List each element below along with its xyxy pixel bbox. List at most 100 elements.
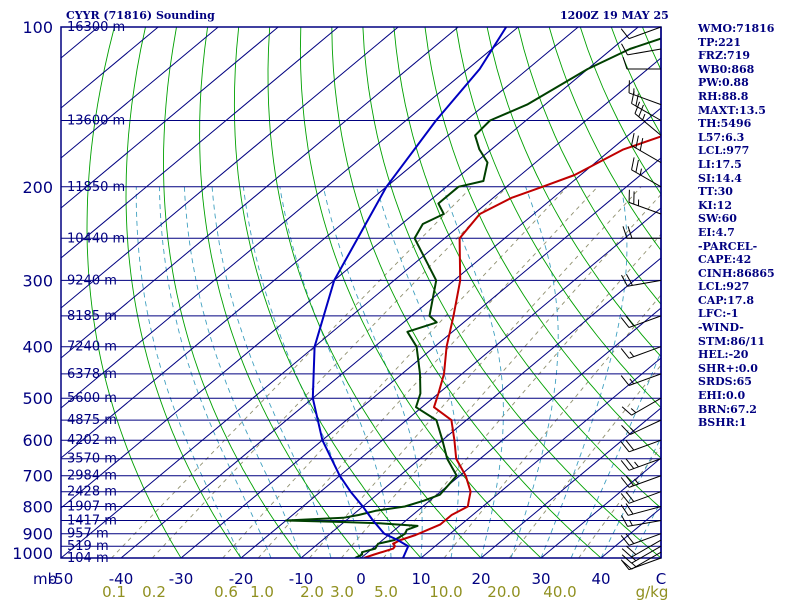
moist-adiabat — [322, 186, 423, 558]
index-item: SHR+:0.0 — [698, 361, 758, 375]
wind-barb-full — [625, 491, 635, 502]
index-item: RH:88.8 — [698, 89, 749, 103]
wind-barb-full — [620, 441, 630, 453]
isotherm — [540, 457, 661, 558]
index-item: BRN:67.2 — [698, 402, 757, 416]
index-item: KI:12 — [698, 198, 733, 212]
height-label: 1417 m — [67, 514, 117, 529]
wind-barb-half — [629, 378, 635, 385]
dry-adiabat — [362, 27, 661, 558]
wind-barb-full — [621, 274, 628, 287]
wind-barb-full — [621, 554, 632, 564]
wind-barb-staff — [628, 373, 662, 386]
wind-barb-half — [642, 113, 646, 121]
observation-time: 1200Z 19 MAY 25 — [560, 9, 669, 22]
plot-frame — [60, 26, 662, 559]
mixing-ratio-tick-label: 20.0 — [487, 583, 520, 600]
temperature-tick-label: 10 — [411, 570, 430, 588]
y-axis-unit: mb — [33, 570, 57, 588]
wind-barb-full — [625, 475, 635, 486]
wind-barb-staff — [628, 533, 662, 546]
wind-barb-staff — [631, 539, 662, 558]
wind-barb-staff — [628, 346, 662, 359]
wind-barb-half — [629, 351, 635, 357]
height-label: 10440 m — [67, 231, 125, 246]
temperature-tick-label: 0 — [356, 570, 366, 588]
wind-barb-staff — [628, 92, 662, 106]
index-item: CAPE:42 — [698, 253, 752, 267]
mixing-ratio-tick-label: 0.6 — [214, 583, 238, 600]
stability-indices-panel: WMO:71816 TP:221 FRZ:719 WB0:868 PW:0.88 RH:8… — [698, 22, 798, 430]
isotherm — [61, 27, 279, 209]
wind-barb-full — [625, 274, 633, 286]
mixing-ratio-tick-label: 0.1 — [102, 583, 126, 600]
moist-adiabat — [510, 186, 559, 558]
wind-barb-staff — [628, 491, 662, 504]
dry-adiabat — [125, 27, 242, 558]
dewpoint-profile — [285, 37, 661, 558]
isotherm — [360, 307, 661, 558]
isotherm — [61, 27, 579, 459]
index-item: LCL:927 — [698, 280, 750, 294]
height-label: 9240 m — [67, 273, 117, 288]
height-label: 7240 m — [67, 340, 117, 355]
temperature-tick-label: -40 — [109, 570, 134, 588]
wind-barb-staff — [628, 475, 662, 488]
isotherm — [61, 27, 339, 259]
wind-barb-staff — [628, 315, 662, 328]
wind-barb-full — [626, 545, 637, 555]
wind-barb-staff — [631, 169, 662, 188]
moist-adiabat — [570, 350, 661, 558]
height-label: 16300 m — [67, 20, 125, 35]
wind-barb-full — [620, 28, 630, 39]
temperature-tick-label: 20 — [471, 570, 490, 588]
wind-barb-full — [622, 56, 628, 70]
isotherm — [300, 257, 661, 558]
wind-barb-full — [620, 535, 630, 546]
index-item: LI:17.5 — [698, 157, 742, 171]
dry-adiabat — [233, 27, 422, 558]
index-item: SRDS:65 — [698, 375, 752, 389]
isotherm — [61, 27, 519, 409]
index-item: SI:14.4 — [698, 171, 742, 185]
index-item: BSHR:1 — [698, 416, 747, 430]
pressure-tick-label: 600 — [22, 431, 53, 450]
wind-barb-full — [635, 93, 639, 107]
wind-barb-staff — [631, 103, 662, 121]
index-item: WMO:71816 — [698, 22, 775, 35]
mixing-ratio-tick-label: 3.0 — [330, 583, 354, 600]
index-item: EHI:0.0 — [698, 389, 746, 403]
wind-barb-half — [634, 461, 639, 468]
height-label: 1907 m — [67, 500, 117, 515]
height-label: 6378 m — [67, 367, 117, 382]
wind-barb-full — [631, 157, 635, 170]
isotherm — [420, 357, 661, 558]
height-label: 2428 m — [67, 485, 117, 500]
wind-barb-full — [625, 503, 634, 515]
wind-barb-staff — [631, 145, 662, 163]
height-label: 957 m — [67, 527, 109, 542]
isotherm — [61, 27, 639, 509]
wind-barb-staff — [628, 26, 662, 40]
wind-barb-half — [639, 168, 642, 175]
wind-barb-full — [620, 460, 630, 471]
dry-adiabat — [163, 27, 302, 558]
index-item: SW:60 — [698, 212, 737, 226]
wind-barb-half — [630, 408, 637, 414]
isotherm — [240, 207, 661, 558]
wind-barb-full — [627, 226, 633, 239]
wind-barb-full — [631, 133, 635, 146]
index-item: FRZ:719 — [698, 49, 751, 63]
moist-adiabat — [135, 186, 242, 558]
wind-barb-staff — [627, 48, 662, 56]
mixing-ratio-line — [151, 186, 508, 558]
pressure-tick-label: 300 — [22, 271, 53, 290]
wind-barb-staff — [631, 545, 662, 564]
wind-barb-full — [622, 226, 628, 239]
wind-barb-half — [634, 478, 639, 485]
moist-adiabat — [158, 186, 272, 558]
height-label: 11850 m — [67, 180, 125, 195]
wind-barb-staff — [627, 520, 662, 527]
isotherm — [180, 157, 661, 558]
